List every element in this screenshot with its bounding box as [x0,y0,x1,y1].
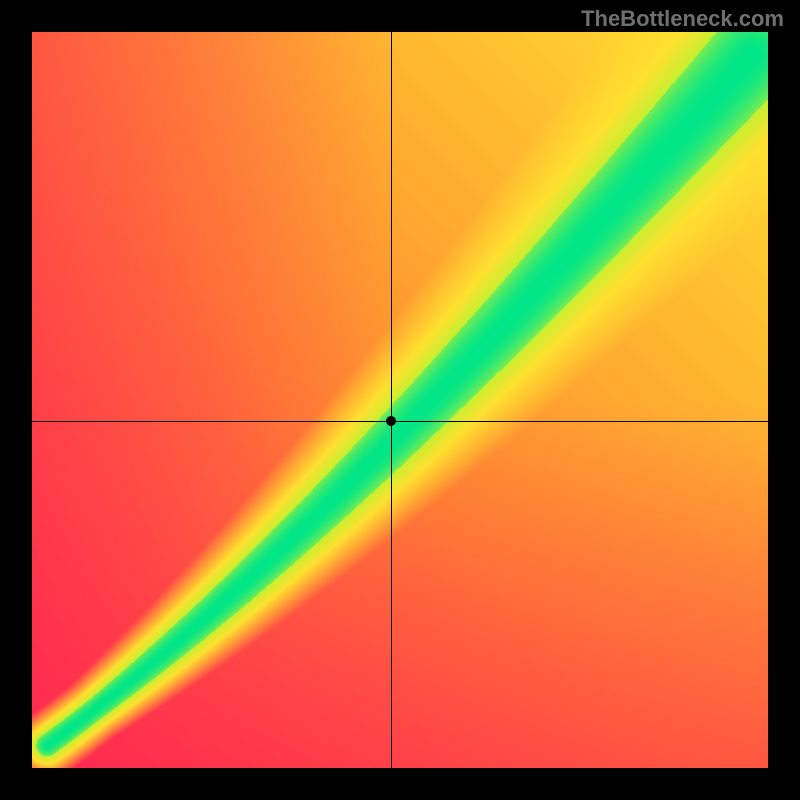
heatmap-canvas [32,32,768,768]
marker-dot [386,416,396,426]
plot-area [32,32,768,768]
crosshair-horizontal [32,421,768,422]
chart-container: TheBottleneck.com [0,0,800,800]
crosshair-vertical [391,32,392,768]
watermark-text: TheBottleneck.com [581,6,784,32]
